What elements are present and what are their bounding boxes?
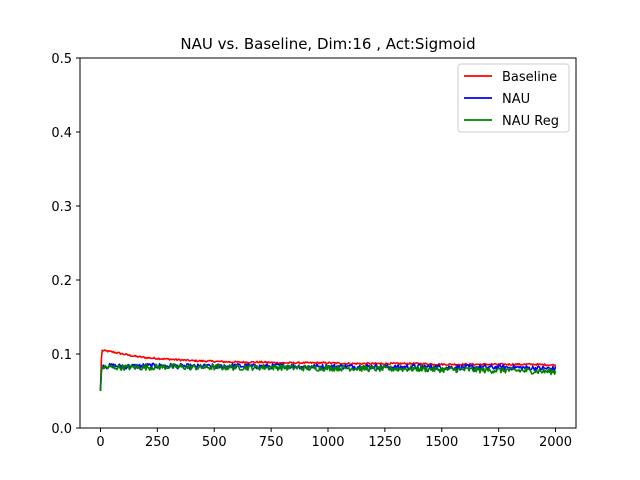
- y-tick-label: 0.0: [51, 422, 72, 437]
- legend-label: NAU Reg: [502, 114, 559, 129]
- y-tick-label: 0.2: [51, 274, 72, 289]
- x-tick-label: 500: [202, 435, 227, 450]
- chart-title: NAU vs. Baseline, Dim:16 , Act:Sigmoid: [180, 35, 475, 53]
- y-tick-label: 0.3: [51, 200, 72, 215]
- legend-label: Baseline: [502, 70, 557, 85]
- legend-box: [457, 63, 570, 133]
- legend-label: NAU: [502, 92, 530, 107]
- x-tick-label: 2000: [539, 435, 572, 450]
- y-axis: 0.0 0.1 0.2 0.3 0.4 0.5: [51, 52, 80, 437]
- y-tick-label: 0.1: [51, 348, 72, 363]
- x-tick-label: 1500: [425, 435, 458, 450]
- legend: Baseline NAU NAU Reg: [457, 63, 570, 133]
- x-tick-label: 750: [259, 435, 284, 450]
- x-axis: 0 250 500 750 1000 1250 1500 1750 2000: [96, 428, 572, 450]
- y-tick-label: 0.4: [51, 126, 72, 141]
- x-tick-label: 1250: [368, 435, 401, 450]
- x-tick-label: 1750: [482, 435, 515, 450]
- y-tick-label: 0.5: [51, 52, 72, 67]
- x-tick-label: 250: [145, 435, 170, 450]
- x-tick-label: 1000: [311, 435, 344, 450]
- series-layer: [99, 349, 557, 392]
- x-tick-label: 0: [96, 435, 104, 450]
- series-line-nau-reg: [99, 363, 557, 392]
- series-line-baseline: [99, 349, 557, 390]
